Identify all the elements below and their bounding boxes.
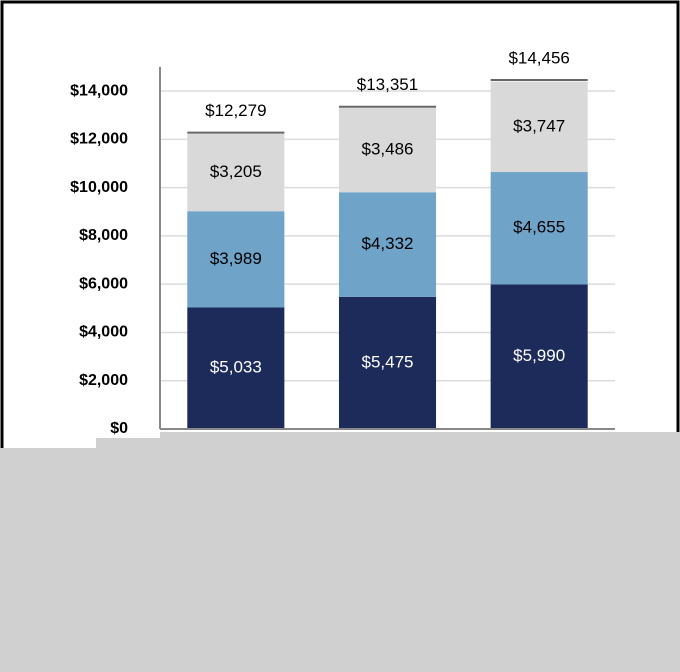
y-tick-label: $14,000: [70, 82, 128, 99]
value-label: $3,486: [362, 140, 414, 159]
y-tick-label: $4,000: [79, 324, 128, 341]
bar-segment: [187, 133, 285, 212]
bar-segment: [338, 296, 437, 429]
bar-segment: [490, 81, 588, 173]
bar-segment: [187, 307, 285, 429]
value-label: $4,332: [362, 234, 414, 253]
total-label: $12,279: [205, 101, 266, 120]
bar-segment: [490, 172, 588, 285]
value-label: $5,475: [362, 352, 414, 371]
cover: [96, 438, 680, 450]
total-label: $13,351: [357, 75, 418, 94]
value-label: $4,655: [513, 218, 565, 237]
y-tick-label: $6,000: [79, 275, 128, 292]
y-tick-label: $0: [110, 420, 128, 437]
value-label: $5,990: [513, 346, 565, 365]
value-label: $3,989: [210, 249, 262, 268]
y-tick-label: $12,000: [70, 131, 128, 148]
value-label: $5,033: [210, 358, 262, 377]
bar-segment: [187, 211, 285, 308]
cover: [160, 432, 680, 440]
y-tick-label: $8,000: [79, 227, 128, 244]
plot-area: $0 $2,000 $4,000 $6,000 $8,000 $10,000 $12,000…: [70, 49, 615, 437]
total-label: $14,456: [508, 49, 569, 68]
bar-segment: [490, 284, 588, 429]
bar-segment: [338, 108, 437, 193]
y-tick-label: $2,000: [79, 372, 128, 389]
bar-segment: [338, 192, 437, 297]
value-label: $3,747: [513, 116, 565, 135]
value-label: $3,205: [210, 162, 262, 181]
y-tick-label: $10,000: [70, 179, 128, 196]
cover: [0, 448, 680, 672]
